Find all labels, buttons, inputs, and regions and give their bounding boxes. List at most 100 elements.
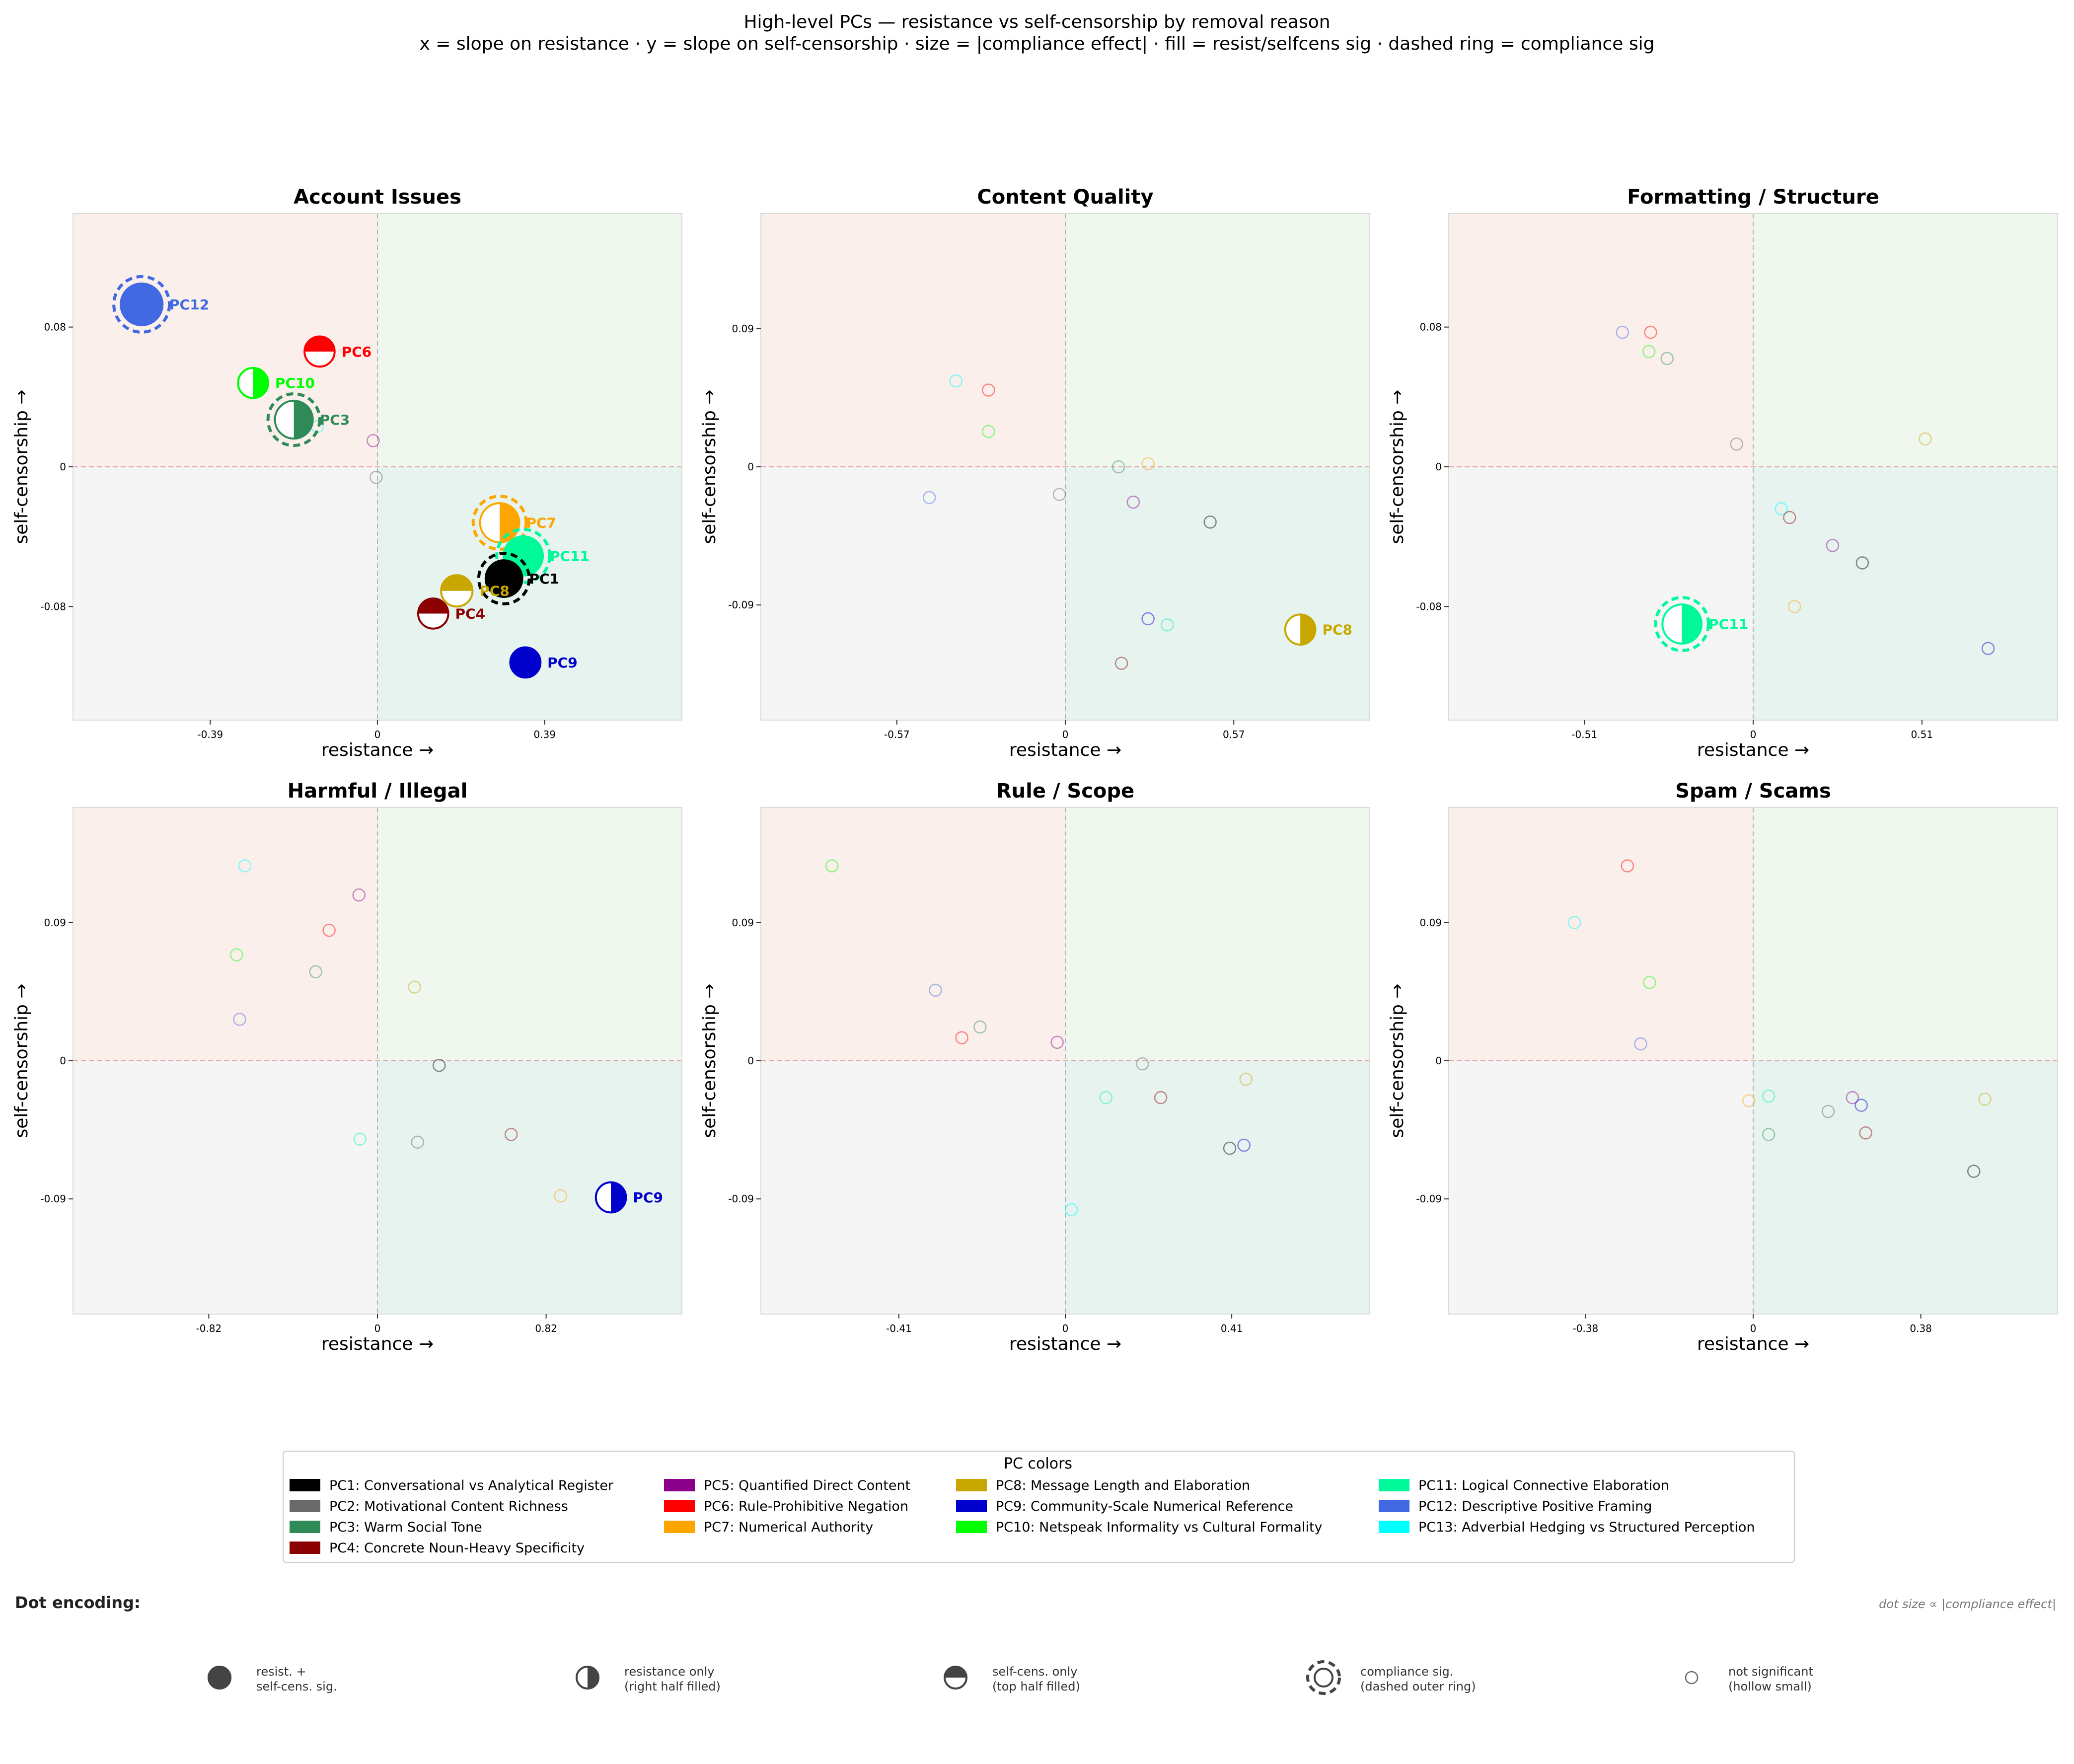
data-point-pc5 [1846,1091,1859,1104]
data-point-pc5 [1826,539,1840,552]
legend-item-pc5: PC5: Quantified Direct Content [704,1478,910,1493]
data-point-pc11 [1099,1091,1112,1104]
legend-swatch-pc1 [290,1479,320,1491]
x-axis-label: resistance → [1009,740,1121,760]
quadrant-top-left [73,808,377,1061]
panel-title: Harmful / Illegal [288,780,468,803]
data-point-pc5 [1126,495,1140,509]
marker-hollow [1762,1128,1776,1141]
marker-hollow [1762,1089,1776,1103]
data-point-pc13 [1567,916,1581,930]
point-label-pc8: PC8 [479,583,510,599]
quadrant-top-right [1065,808,1370,1061]
marker-hollow [353,1132,367,1146]
data-point-pc10 [237,367,269,399]
marker-half-top [418,598,448,614]
data-point-pc1 [1967,1165,1981,1178]
y-tick-label: 0 [60,461,66,473]
legend-swatch-pc7 [664,1521,695,1533]
marker-hollow [1859,1126,1872,1140]
marker-hollow [1052,488,1066,501]
y-tick-label: 0.09 [1419,917,1442,929]
marker-hollow [433,1059,446,1072]
figure-title: High-level PCs — resistance vs self-cens… [743,12,1330,32]
marker-hollow [1616,325,1630,339]
quadrant-bottom-right [377,467,682,720]
data-point-pc11 [1161,618,1174,632]
legend-item-pc1: PC1: Conversational vs Analytical Regist… [329,1478,614,1493]
data-point-pc2 [1136,1057,1149,1071]
panel-harmful-illegal: Harmful / Illegal -0.82 0 0.82 -0.09 0 0.09 res… [11,780,682,1354]
marker-hollow [1788,600,1801,613]
y-tick-label: 0 [747,461,754,473]
x-axis-label: resistance → [321,740,434,760]
dot-encoding-title: Dot encoding: [15,1593,141,1612]
data-point-pc6 [1644,325,1657,339]
marker-hollow [1642,976,1656,989]
x-tick-label: 0.41 [1221,1323,1243,1334]
quadrant-top-left [73,214,377,467]
legend-swatch-pc10 [956,1521,987,1533]
point-label-pc8: PC8 [1322,622,1352,638]
data-point-pc4 [1114,657,1128,670]
panel-title: Account Issues [294,186,461,209]
quadrant-bottom-right [1753,467,2058,720]
legend-box [283,1451,1795,1563]
x-tick-label: -0.82 [196,1323,222,1334]
data-point-pc1 [1855,556,1869,570]
marker-hollow [929,983,942,997]
marker-hollow [1978,1093,1992,1106]
marker-hollow [1855,556,1869,570]
data-point-pc9 [1854,1099,1868,1112]
marker-hollow [238,859,252,873]
marker-hollow [1154,1091,1168,1104]
y-tick-label: -0.09 [728,599,754,611]
marker-hollow [1642,345,1656,359]
panel-formatting-structure: Formatting / Structure -0.51 0 0.51 -0.08 0 0.… [1387,186,2058,760]
data-point-pc2 [370,470,383,484]
marker-hollow [504,1128,518,1141]
data-point-pc6 [982,383,995,397]
compliance-ring [266,392,321,447]
data-point-pc10 [1642,345,1656,359]
marker-hollow [322,924,336,937]
data-point-pc3 [309,965,322,978]
marker-half-top [304,336,335,352]
marker-hollow [1126,495,1140,509]
encoding-marker-both [208,1666,231,1690]
encoding-sublabel-ns: (hollow small) [1728,1680,1812,1693]
marker-half-top [945,1667,966,1678]
panel-title: Spam / Scams [1675,780,1831,803]
encoding-marker-resist [576,1666,599,1690]
data-point-pc3 [973,1020,987,1034]
legend-swatch-pc9 [956,1500,987,1512]
quadrant-top-left [1449,808,1753,1061]
marker-fill [509,646,542,679]
quadrant-bottom-right [377,1061,682,1314]
quadrant-top-left [761,808,1065,1061]
data-point-pc11 [1654,596,1710,652]
quadrant-top-right [1753,214,2058,467]
marker-hollow [367,434,380,447]
legend-item-pc7: PC7: Numerical Authority [704,1520,873,1535]
marker-hollow [1846,1091,1859,1104]
quadrant-top-right [377,808,682,1061]
marker-hollow [1660,352,1674,366]
data-point-pc9 [1981,642,1995,656]
quadrant-top-right [1753,808,2058,1061]
y-tick-label: 0.09 [732,323,754,335]
data-point-pc6 [303,335,336,368]
x-tick-label: 0.82 [535,1323,557,1334]
marker-hollow [233,1013,246,1026]
data-point-pc2 [1052,488,1066,501]
encoding-label-ns: not significant [1728,1665,1813,1679]
quadrant-bottom-right [1753,1061,2058,1314]
marker-half-top [441,575,473,591]
panel-account-issues: Account Issues -0.39 0 0.39 -0.08 0 0.08 resist… [11,186,682,760]
y-tick-label: 0.08 [1419,321,1442,333]
marker-hollow [1141,612,1155,626]
data-point-pc8 [1239,1072,1253,1086]
marker-hollow [352,888,366,902]
data-point-pc5 [352,888,366,902]
data-point-pc4 [417,597,449,630]
